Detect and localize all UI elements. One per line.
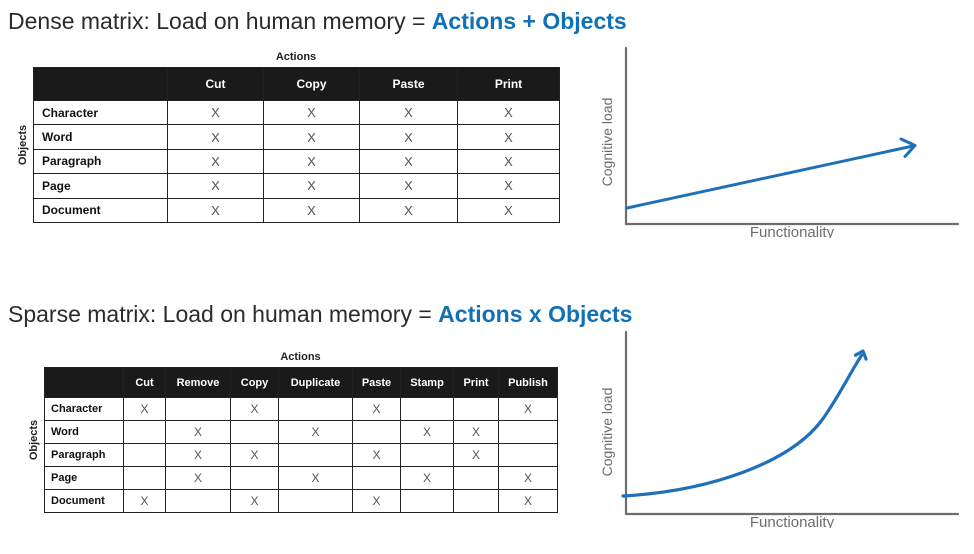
- svg-text:Cognitive load: Cognitive load: [600, 98, 615, 187]
- svg-text:Functionality: Functionality: [750, 514, 835, 528]
- svg-text:Cognitive load: Cognitive load: [600, 388, 615, 477]
- svg-text:Functionality: Functionality: [750, 224, 835, 238]
